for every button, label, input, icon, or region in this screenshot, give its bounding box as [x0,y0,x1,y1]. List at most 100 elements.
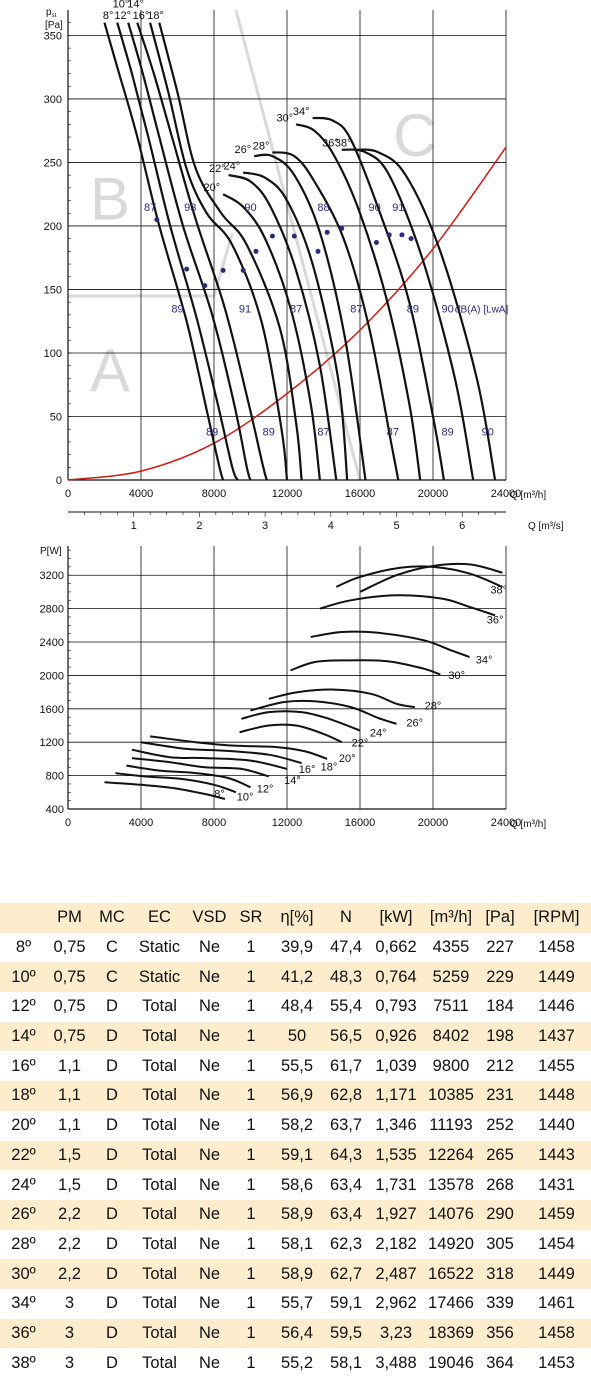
region-divider-a [68,232,234,298]
table-cell: 55,7 [280,1294,314,1313]
table-cell: 1458 [538,938,575,957]
table-row: 26º 2,2 D Total Ne 1 58,9 63,4 1,927 14076 290 1459 [0,1199,591,1230]
table-row: 12º 0,75 D Total Ne 1 48,4 55,4 0,793 7511 184 1446 [0,992,591,1022]
table-cell: Ne [198,1234,221,1253]
table-cell: 16522 [424,1259,478,1289]
table-cell: 24º [11,1175,36,1194]
table-cell: 55,4 [329,997,363,1016]
table-row: 30º 2,2 D Total Ne 1 58,9 62,7 2,487 16522 318 1449 [0,1259,591,1289]
table-cell: 5259 [424,962,478,993]
column-header: MC [92,903,132,933]
table-cell: 0,75 [53,938,86,957]
table-cell: Ne [198,1116,221,1135]
angle-label: 12° [114,10,131,22]
y-tick-label: 2800 [40,604,64,616]
table-cell: 59,5 [324,1318,368,1349]
sound-level-label: 87 [290,304,302,316]
table-cell: 356 [478,1318,522,1349]
y-tick-label: 2400 [40,637,64,649]
table-cell: 10º [0,962,47,993]
x-tick-label: 4000 [129,488,153,500]
operating-point [220,267,226,273]
column-header: N [324,903,368,933]
table-cell: 229 [478,962,522,993]
table-cell: Total [132,1021,187,1052]
power-angle-label: 10° [237,792,254,804]
table-cell: 1449 [522,962,591,993]
y-axis-title-sub: st [52,13,57,19]
x-axis-title: Q [m³/h] [510,490,546,501]
region-divider-c [234,9,362,481]
table-cell: 47,4 [329,938,363,957]
table-cell: Total [142,1353,177,1372]
table-cell: 1440 [538,1116,575,1135]
table-cell: 34º [11,1294,36,1313]
curve-38deg [354,148,497,481]
table-cell: 1446 [538,997,575,1016]
table-cell: 63,7 [329,1116,363,1135]
table-cell: 8º [15,938,32,957]
sound-level-label: 87 [387,427,399,439]
table-cell: Total [142,1116,177,1135]
power-chart: 400 800 1200 1600 2000 2400 2800 3200 0 4000 8000 1… [40,546,546,830]
angle-label: 8° [103,10,114,22]
table-cell: 59,1 [270,1140,324,1171]
power-curve-12deg [126,764,251,789]
table-cell: 1,039 [375,1056,417,1075]
table-cell: 0,75 [47,962,92,993]
table-cell: Total [132,1081,187,1111]
table-cell: 62,7 [324,1259,368,1289]
power-curve-36deg [319,594,496,617]
curve-24deg [242,171,349,481]
table-cell: 0,926 [368,1021,424,1052]
table-cell: 62,3 [329,1234,363,1253]
operating-point [269,233,275,239]
table-cell: 8402 [424,1021,478,1052]
operating-point [184,266,190,272]
x-tick-label: 20000 [418,817,449,829]
operating-point [240,267,246,273]
power-angle-label: 26° [406,717,423,729]
sound-level-label: 89 [407,304,419,316]
table-cell: 1 [246,1353,256,1372]
table-cell: 1,1 [58,1056,81,1075]
table-cell: 14076 [424,1199,478,1230]
sound-unit-label: dB(A) [LwA] [455,305,509,316]
table-cell: 252 [486,1116,514,1135]
table-cell: 12º [11,997,36,1016]
table-cell: 1 [246,1175,256,1194]
sound-level-label: 93 [184,202,196,214]
table-cell: 364 [486,1353,514,1372]
angle-label: 30° [276,112,293,124]
table-cell: 50 [270,1021,324,1052]
curve-36deg [341,148,475,481]
curve-10deg [116,22,239,481]
table-cell: 11193 [429,1116,473,1135]
table-cell: 2,182 [375,1234,417,1253]
table-cell: 14º [0,1021,47,1052]
x2-tick-label: 2 [196,520,202,532]
table-cell: 58,1 [329,1353,363,1372]
table-cell: 318 [478,1259,522,1289]
y-tick-label: 1200 [40,737,64,749]
table-cell: 39,9 [280,938,314,957]
table-header-row: PM MC EC VSD SR η[%] N [kW] [m³/h] [Pa] [RPM] [0,903,591,933]
y-tick-label: 3200 [40,570,64,582]
table-cell: 1461 [538,1294,575,1313]
table-cell: 3 [64,1353,75,1372]
table-cell: 1,171 [368,1081,424,1111]
table-cell: 59,1 [329,1294,363,1313]
y-tick-label: 2000 [40,670,64,682]
x2-tick-label: 1 [131,520,137,532]
table-cell: 290 [478,1199,522,1230]
table-row: 38º 3 D Total Ne 1 55,2 58,1 3,488 19046 364 1453 [0,1348,591,1378]
angle-label: 24° [224,161,241,173]
table-cell: Ne [187,1081,232,1111]
table-cell: 1453 [538,1353,575,1372]
region-label-c: C [393,102,436,169]
table-cell: D [106,1353,118,1372]
table-row: 10º 0,75 C Static Ne 1 41,2 48,3 0,764 5259 229 144… [0,962,591,993]
power-angle-label: 14° [284,775,301,787]
table-cell: Ne [187,1021,232,1052]
